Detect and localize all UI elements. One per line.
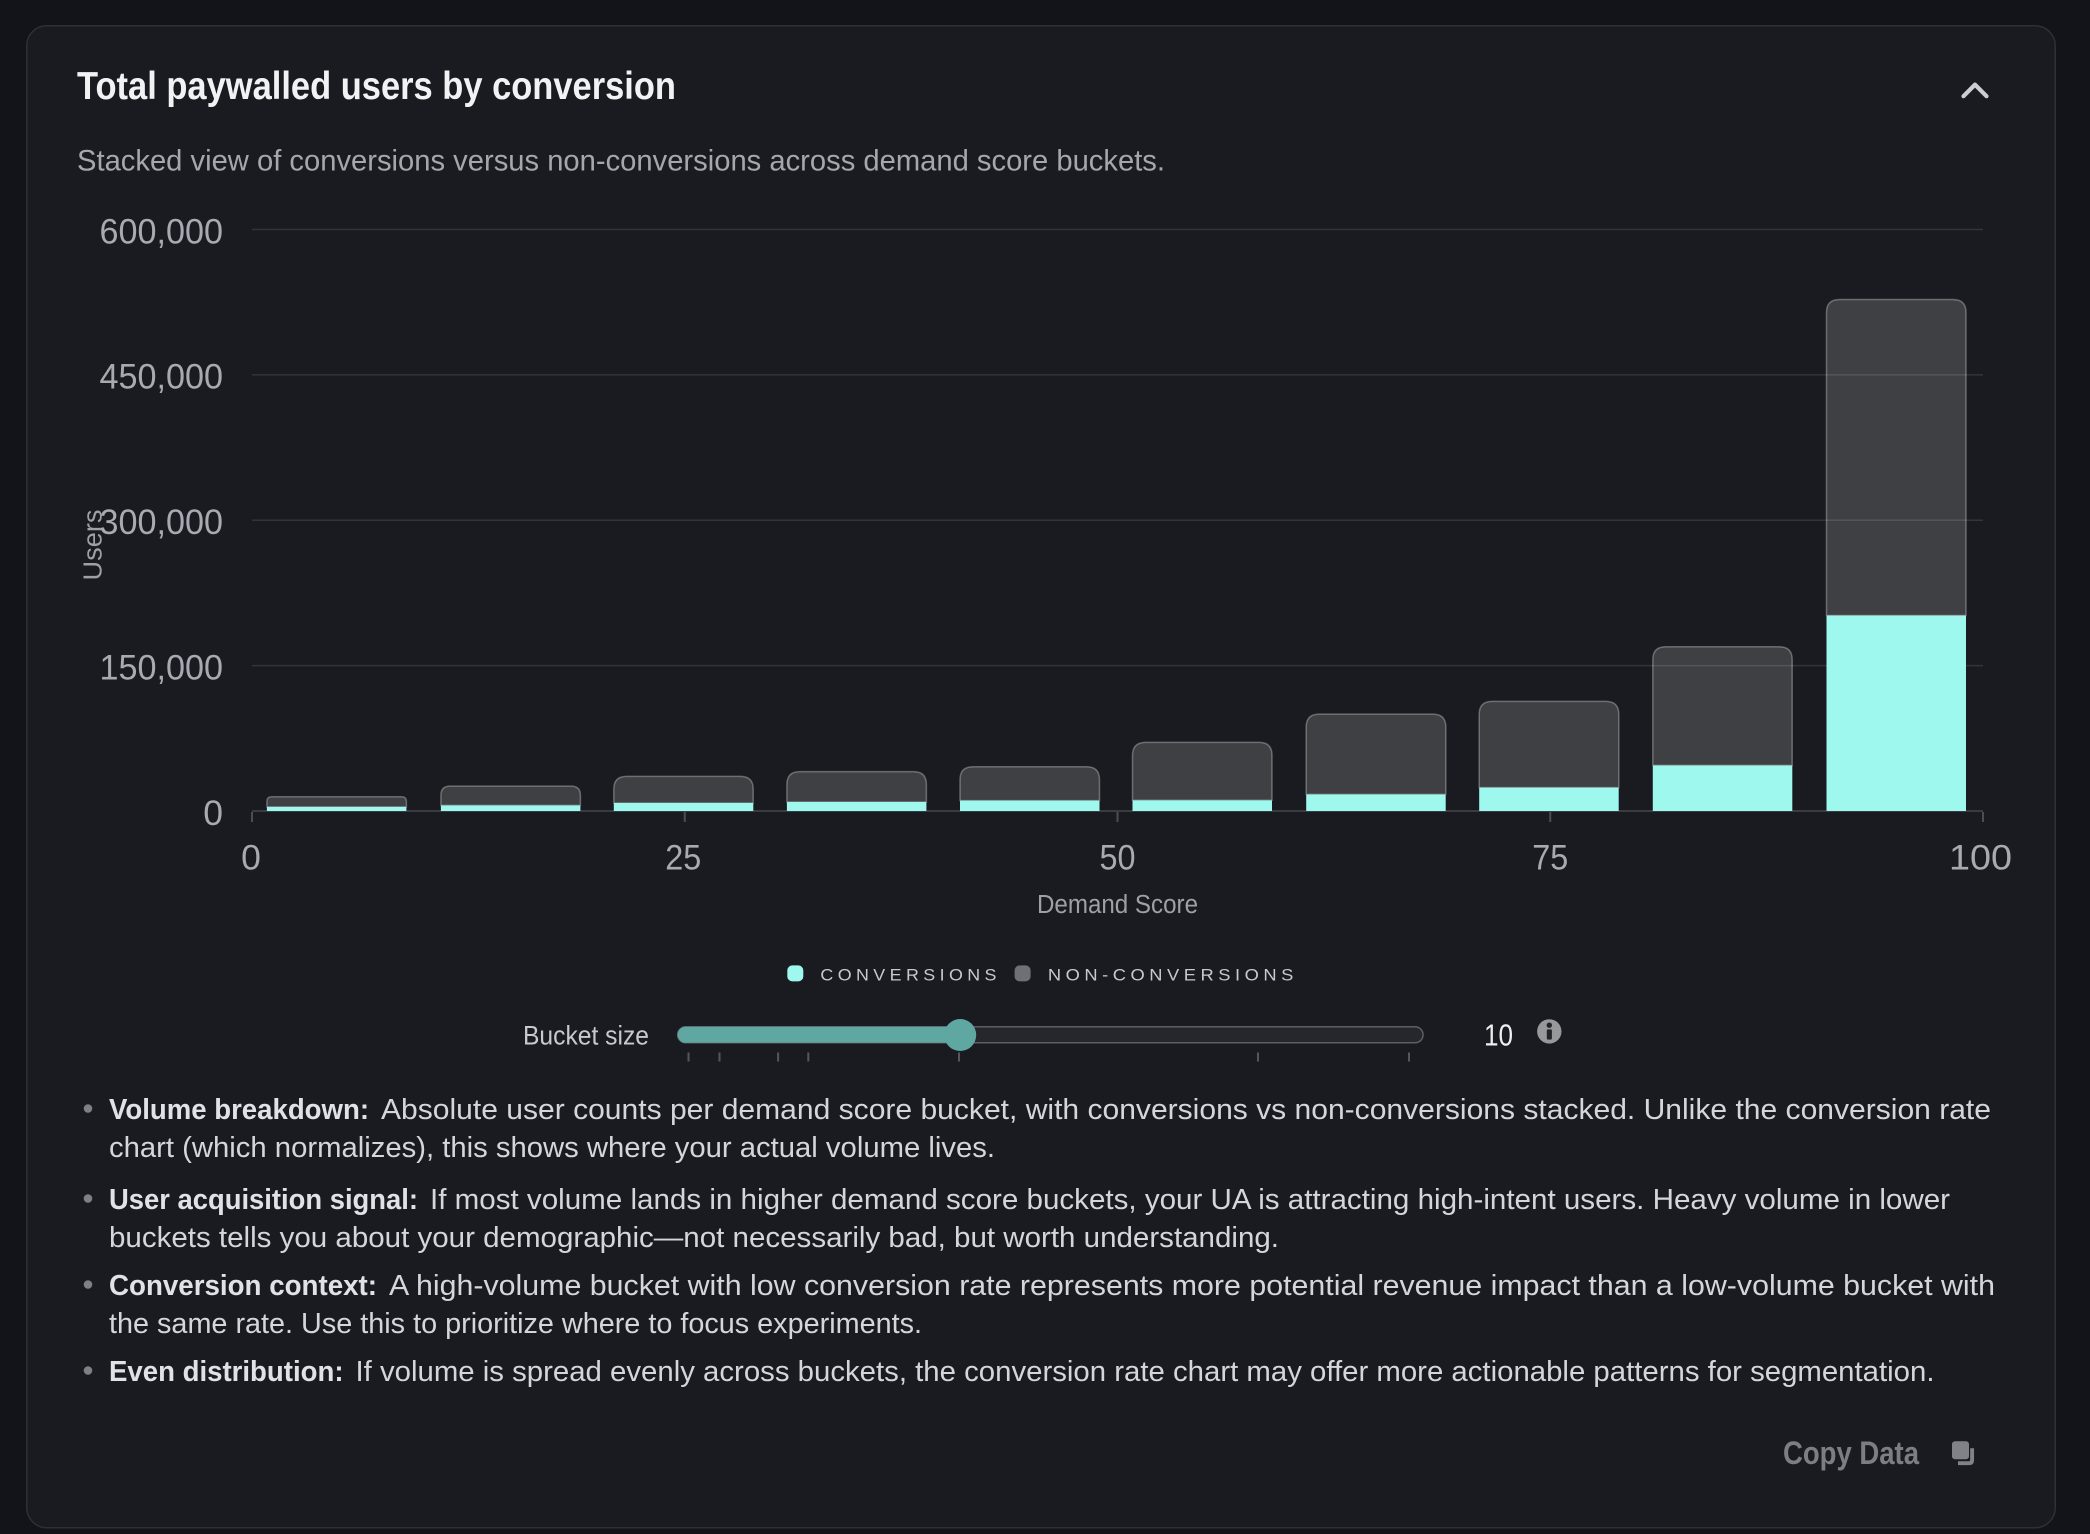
svg-text:150,000: 150,000: [100, 647, 224, 687]
svg-text:25: 25: [665, 837, 701, 877]
svg-text:10: 10: [1484, 1018, 1513, 1053]
svg-text:50: 50: [1100, 837, 1136, 877]
svg-text:0: 0: [203, 793, 223, 833]
svg-text:Absolute user counts per deman: Absolute user counts per demand score bu…: [381, 1094, 1991, 1126]
svg-text:chart (which normalizes), this: chart (which normalizes), this shows whe…: [109, 1132, 995, 1164]
svg-text:75: 75: [1532, 837, 1568, 877]
svg-text:NON-CONVERSIONS: NON-CONVERSIONS: [1048, 966, 1298, 985]
svg-text:Total paywalled users by conve: Total paywalled users by conversion: [77, 65, 676, 108]
svg-text:Volume breakdown:: Volume breakdown:: [109, 1094, 369, 1126]
svg-text:Conversion context:: Conversion context:: [109, 1270, 377, 1302]
svg-text:600,000: 600,000: [100, 211, 224, 251]
svg-text:the same rate. Use this to pri: the same rate. Use this to prioritize wh…: [109, 1308, 922, 1340]
svg-text:Demand Score: Demand Score: [1037, 891, 1198, 919]
svg-text:100: 100: [1949, 837, 2012, 877]
svg-text:If most volume lands in higher: If most volume lands in higher demand sc…: [430, 1184, 1950, 1216]
svg-text:0: 0: [241, 837, 261, 877]
svg-text:A high-volume bucket with low: A high-volume bucket with low conversion…: [389, 1270, 1995, 1302]
svg-text:Bucket size: Bucket size: [523, 1021, 649, 1051]
svg-text:If volume is spread evenly acr: If volume is spread evenly across bucket…: [356, 1356, 1935, 1388]
svg-text:Even distribution:: Even distribution:: [109, 1356, 344, 1388]
svg-text:300,000: 300,000: [100, 502, 224, 542]
svg-text:buckets tells you about your d: buckets tells you about your demographic…: [109, 1222, 1279, 1254]
svg-text:Copy Data: Copy Data: [1783, 1435, 1919, 1471]
svg-text:Stacked view of conversions ve: Stacked view of conversions versus non-c…: [77, 145, 1165, 178]
svg-text:User acquisition signal:: User acquisition signal:: [109, 1184, 418, 1216]
svg-text:CONVERSIONS: CONVERSIONS: [820, 966, 1001, 985]
svg-text:450,000: 450,000: [100, 357, 224, 397]
svg-text:Users: Users: [80, 510, 108, 581]
